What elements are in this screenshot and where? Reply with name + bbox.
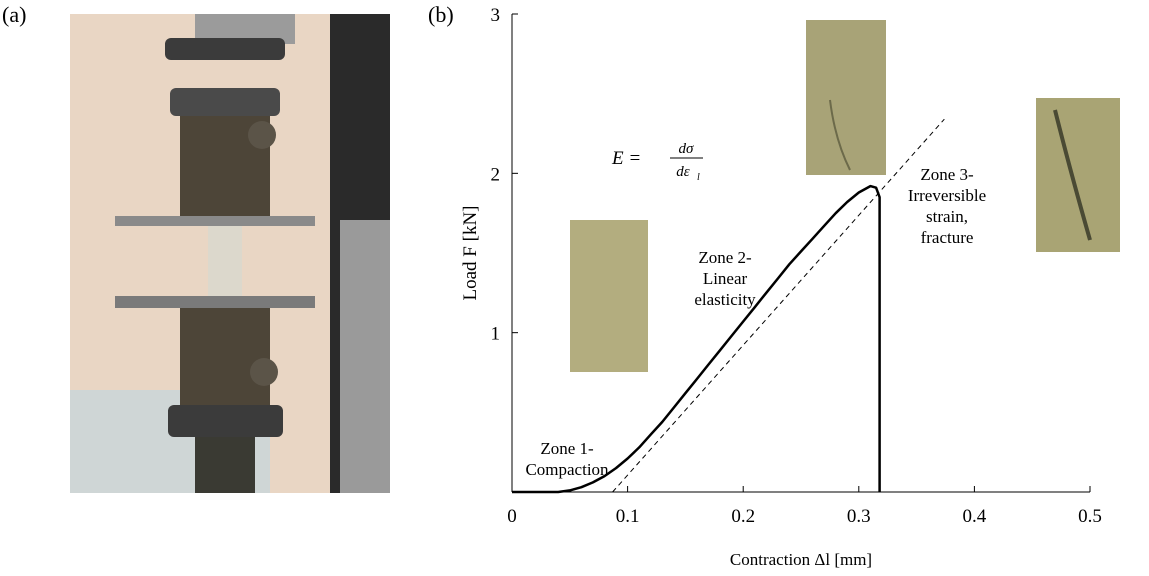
zone-label-line: fracture — [921, 228, 974, 247]
y-tick-label: 2 — [491, 164, 501, 185]
x-tick-label: 0.3 — [847, 506, 871, 527]
x-tick-label: 0.4 — [963, 506, 987, 527]
figure: (a) (b) Contraction Δl [mm] Load F [kN] … — [0, 0, 1149, 571]
zone-label: Zone 3- Irreversible strain, fracture — [908, 165, 986, 247]
zone-label: Zone 2- Linear elasticity — [694, 248, 756, 309]
photo — [70, 14, 390, 493]
equation-den-sub: l — [697, 172, 700, 183]
specimen-photo — [1036, 98, 1120, 252]
equation-num: dσ — [679, 141, 695, 157]
specimen-photo — [806, 20, 886, 175]
zone-label-line: Zone 2- — [698, 248, 752, 267]
panel-label: (a) — [2, 2, 26, 27]
zone-label-line: Zone 1- — [540, 439, 594, 458]
x-tick-label: 0 — [507, 506, 517, 527]
equation-den: dε — [676, 164, 690, 180]
equation-lhs: E = — [611, 148, 641, 169]
equation: E = dσ dε l — [611, 141, 703, 183]
zone-label-line: strain, — [926, 207, 968, 226]
specimen-photo — [570, 220, 648, 372]
panel-label: (b) — [428, 2, 454, 27]
x-tick-label: 0.5 — [1078, 506, 1102, 527]
ylabel: Load F [kN] — [460, 206, 481, 301]
xlabel: Contraction Δl [mm] — [730, 550, 872, 569]
zone-label-line: Zone 3- — [920, 165, 974, 184]
x-tick-label: 0.1 — [616, 506, 640, 527]
zone-label: Zone 1- Compaction — [525, 439, 609, 479]
y-tick-label: 3 — [491, 5, 501, 26]
x-tick-label: 0.2 — [731, 506, 755, 527]
zone-label-line: elasticity — [694, 290, 756, 309]
zone-label-line: Irreversible — [908, 186, 986, 205]
tangent-line — [613, 119, 945, 492]
y-tick-label: 1 — [491, 324, 501, 345]
zone-label-line: Compaction — [525, 460, 609, 479]
zone-label-line: Linear — [703, 269, 748, 288]
